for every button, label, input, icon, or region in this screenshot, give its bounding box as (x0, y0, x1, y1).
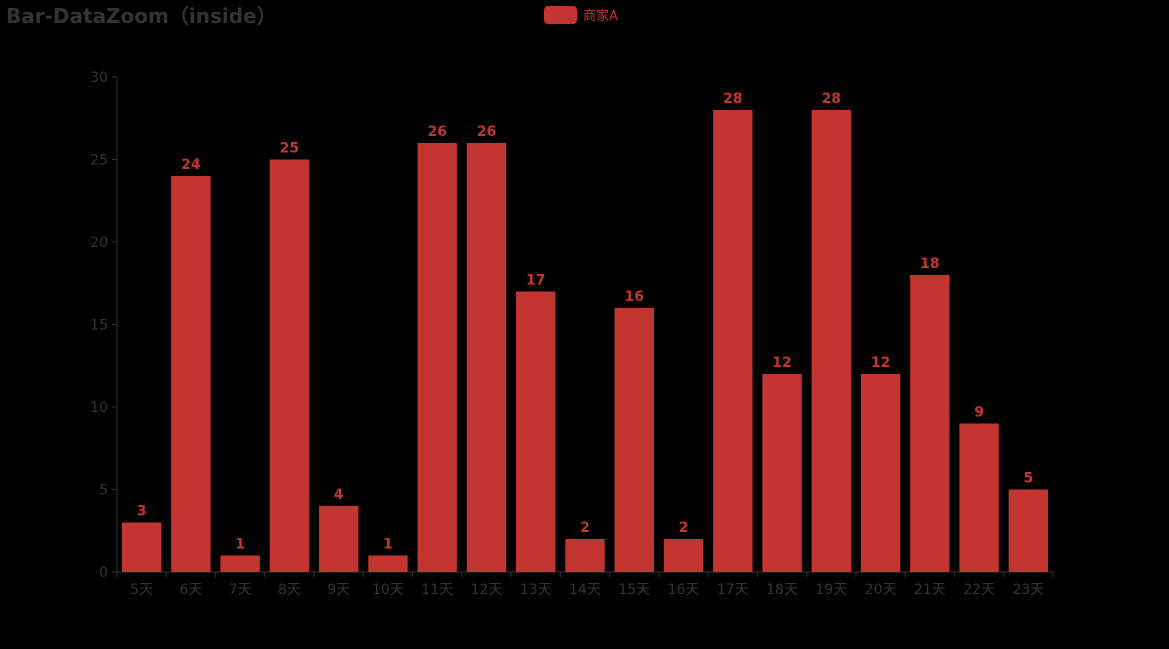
bar[interactable] (516, 291, 556, 573)
y-tick-label: 25 (90, 153, 108, 169)
bar[interactable] (121, 522, 162, 573)
bar-value-label: 1 (383, 537, 393, 553)
bar-value-label: 2 (580, 520, 590, 536)
bar-value-label: 26 (477, 124, 496, 140)
bar-value-label: 24 (181, 157, 201, 173)
x-tick-label: 20天 (865, 582, 897, 598)
bar-value-label: 17 (526, 273, 545, 289)
x-tick-label: 7天 (229, 582, 252, 598)
bar-value-label: 25 (280, 141, 299, 157)
bar[interactable] (762, 374, 802, 572)
bars: 3 24 1 25 4 1 26 26 17 2 16 2 28 12 28 12 18 9 5 (121, 91, 1049, 573)
y-axis: 0 5 10 15 20 25 30 (90, 70, 118, 581)
bar[interactable] (910, 275, 950, 572)
bar[interactable] (663, 539, 704, 572)
x-tick-label: 22天 (963, 582, 995, 598)
bar[interactable] (860, 374, 901, 572)
y-tick-label: 20 (90, 235, 108, 251)
x-tick-label: 18天 (766, 582, 798, 598)
bar[interactable] (811, 110, 852, 572)
bar-value-label: 28 (822, 91, 841, 107)
legend-label[interactable]: 商家A (583, 8, 618, 24)
x-tick-label: 21天 (914, 582, 946, 598)
bar[interactable] (959, 423, 999, 573)
x-tick-label: 15天 (618, 582, 650, 598)
bar-value-label: 28 (723, 91, 742, 107)
bar[interactable] (417, 143, 457, 572)
y-tick-label: 15 (90, 318, 108, 334)
bar-value-label: 3 (137, 504, 147, 520)
x-tick-label: 11天 (421, 582, 453, 598)
bar-value-label: 5 (1023, 471, 1033, 487)
bar[interactable] (565, 539, 605, 572)
bar[interactable] (171, 176, 211, 572)
bar-value-label: 26 (427, 124, 446, 140)
bar-value-label: 2 (679, 520, 689, 536)
bar-value-label: 18 (920, 256, 939, 272)
chart-title: Bar-DataZoom（inside） (6, 4, 277, 28)
bar[interactable] (466, 143, 507, 572)
x-tick-label: 17天 (717, 582, 749, 598)
bar[interactable] (614, 308, 654, 572)
bar-value-label: 16 (625, 289, 644, 305)
y-tick-label: 5 (99, 483, 108, 499)
y-tick-label: 10 (90, 400, 108, 416)
bar-value-label: 4 (334, 487, 344, 503)
bar[interactable] (269, 159, 310, 573)
bar-value-label: 12 (871, 355, 890, 371)
x-tick-label: 12天 (471, 582, 503, 598)
x-tick-label: 19天 (815, 582, 847, 598)
x-tick-label: 10天 (372, 582, 404, 598)
bar[interactable] (713, 110, 753, 572)
bar[interactable] (1008, 489, 1049, 573)
bar-value-label: 12 (772, 355, 791, 371)
bar[interactable] (220, 555, 260, 573)
y-tick-label: 0 (99, 565, 108, 581)
x-axis: 5天 6天 7天 8天 9天 10天 11天 12天 13天 14天 15天 16天 17天 18天 19天… (116, 571, 1054, 598)
bar-value-label: 1 (235, 537, 245, 553)
x-tick-label: 14天 (569, 582, 601, 598)
x-tick-label: 6天 (179, 582, 202, 598)
x-tick-label: 9天 (327, 582, 350, 598)
legend[interactable]: 商家A (544, 6, 618, 24)
bar[interactable] (318, 506, 359, 572)
x-tick-label: 8天 (278, 582, 301, 598)
x-tick-label: 16天 (668, 582, 700, 598)
y-tick-label: 30 (90, 70, 108, 86)
legend-swatch[interactable] (544, 6, 577, 24)
x-tick-label: 5天 (130, 582, 153, 598)
bar-value-label: 9 (974, 405, 984, 421)
bar[interactable] (368, 555, 408, 573)
x-tick-label: 23天 (1012, 582, 1044, 598)
x-tick-label: 13天 (520, 582, 552, 598)
